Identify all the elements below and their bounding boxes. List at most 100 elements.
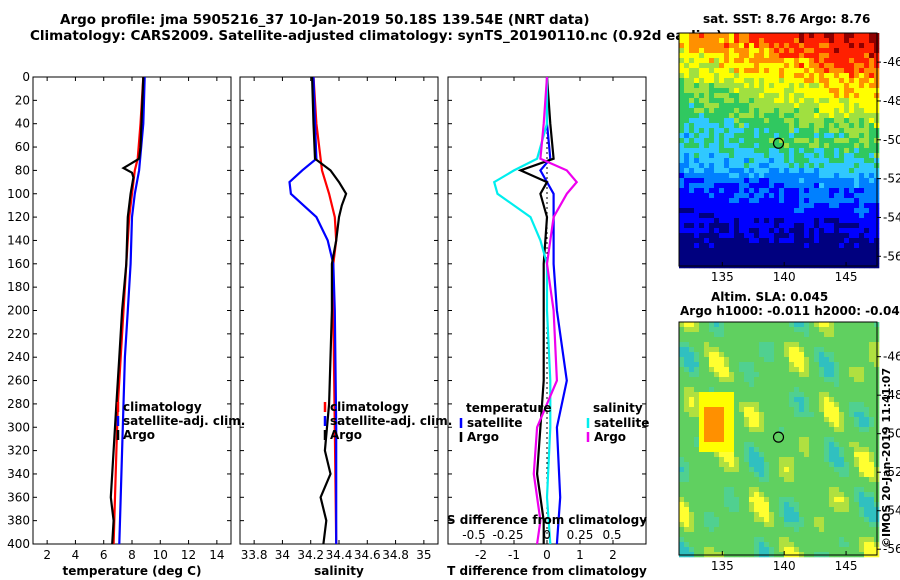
sst-map-cell — [824, 43, 830, 49]
sla-map-cell — [844, 417, 850, 423]
sla-map-cell — [754, 367, 760, 373]
sst-map-cell — [799, 83, 805, 89]
sst-map-cell — [689, 253, 695, 259]
sst-map-cell — [684, 138, 690, 144]
sla-map-cell — [729, 542, 735, 548]
sst-map-cell — [859, 228, 865, 234]
sst-map-cell — [864, 63, 870, 69]
sla-map-ytick-label: -56 — [883, 542, 900, 556]
sst-map-cell — [779, 108, 785, 114]
sla-map-cell — [744, 422, 750, 428]
sst-map-cell — [839, 183, 845, 189]
sla-map-cell — [814, 482, 820, 488]
sla-map-cell — [704, 527, 710, 533]
sla-map-cell — [714, 457, 720, 463]
sst-map-cell — [689, 113, 695, 119]
sla-map-cell — [794, 372, 800, 378]
sst-map-cell — [764, 258, 770, 264]
sst-map-cell — [839, 48, 845, 54]
sla-map-cell — [809, 457, 815, 463]
sla-map-cell — [759, 377, 765, 383]
sst-map-cell — [824, 163, 830, 169]
sla-map-cell — [829, 477, 835, 483]
sst-map-cell — [849, 108, 855, 114]
sla-map-cell — [839, 487, 845, 493]
sst-map-cell — [739, 163, 745, 169]
sla-map-cell — [789, 327, 795, 333]
sst-map-cell — [829, 213, 835, 219]
sla-map-cell — [744, 382, 750, 388]
sst-map-cell — [789, 208, 795, 214]
sla-map-cell — [854, 457, 860, 463]
sla-map-cell — [809, 447, 815, 453]
sst-map-cell — [729, 208, 735, 214]
sst-map-cell — [834, 78, 840, 84]
sla-map-cell — [759, 367, 765, 373]
sla-map-cell — [784, 447, 790, 453]
sla-map-cell — [679, 487, 685, 493]
sla-map-cell — [824, 452, 830, 458]
sst-map-cell — [814, 123, 820, 129]
sst-map-cell — [779, 143, 785, 149]
sst-map-cell — [774, 68, 780, 74]
sla-map-cell — [769, 352, 775, 358]
sst-map-cell — [794, 228, 800, 234]
sla-map-cell — [824, 527, 830, 533]
sst-map-cell — [759, 148, 765, 154]
sst-map-cell — [849, 98, 855, 104]
sst-map-cell — [764, 78, 770, 84]
sst-map-cell — [709, 203, 715, 209]
sla-map-cell — [774, 527, 780, 533]
sla-map-cell — [739, 347, 745, 353]
sst-map-cell — [749, 53, 755, 59]
sst-map-cell — [764, 253, 770, 259]
sst-map-cell — [694, 238, 700, 244]
sla-map-cell — [729, 352, 735, 358]
sst-map-cell — [809, 108, 815, 114]
sst-map-cell — [829, 218, 835, 224]
sst-map-cell — [689, 63, 695, 69]
sst-map-cell — [679, 248, 685, 254]
sla-map-cell — [739, 382, 745, 388]
sst-map-cell — [834, 63, 840, 69]
sst-map-cell — [679, 48, 685, 54]
sla-map-cell — [744, 427, 750, 433]
sst-map-cell — [784, 58, 790, 64]
sla-map-cell — [714, 437, 720, 443]
sla-map-cell — [759, 547, 765, 553]
sst-map-cell — [714, 238, 720, 244]
sla-map-cell — [834, 377, 840, 383]
sst-map-cell — [819, 213, 825, 219]
sst-map-cell — [829, 253, 835, 259]
sla-map-cell — [729, 492, 735, 498]
sla-map-cell — [724, 467, 730, 473]
sla-map-cell — [714, 477, 720, 483]
sst-map-cell — [689, 168, 695, 174]
sst-map-cell — [729, 173, 735, 179]
sla-map-cell — [719, 497, 725, 503]
sla-map-cell — [754, 432, 760, 438]
sla-map-cell — [709, 507, 715, 513]
sla-map-cell — [864, 487, 870, 493]
sst-map-cell — [774, 213, 780, 219]
sla-map-cell — [754, 377, 760, 383]
sst-map-cell — [699, 178, 705, 184]
sst-map-cell — [829, 53, 835, 59]
sst-map-cell — [684, 218, 690, 224]
sla-map-cell — [764, 472, 770, 478]
sst-map-cell — [819, 198, 825, 204]
sst-map-cell — [714, 178, 720, 184]
sla-map-cell — [769, 472, 775, 478]
sst-map-cell — [724, 173, 730, 179]
sla-map-cell — [729, 437, 735, 443]
sla-map-cell — [689, 542, 695, 548]
sla-map-cell — [834, 537, 840, 543]
sla-map-cell — [784, 337, 790, 343]
sla-map-cell — [704, 372, 710, 378]
sla-map-cell — [759, 492, 765, 498]
sla-map-cell — [794, 497, 800, 503]
sla-map-cell — [834, 532, 840, 538]
sst-map-cell — [754, 103, 760, 109]
sst-map-cell — [719, 48, 725, 54]
sst-map-cell — [774, 43, 780, 49]
